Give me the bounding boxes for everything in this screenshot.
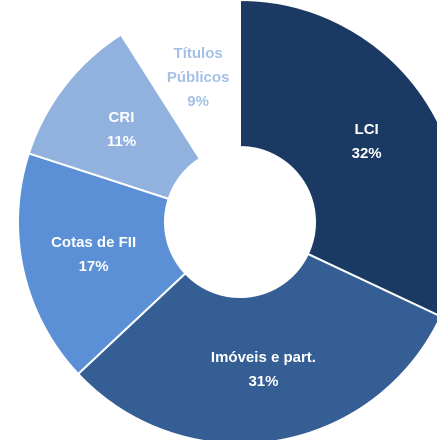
value-label: 31% <box>248 373 279 391</box>
slice <box>76 252 437 440</box>
category-label: Títulos Públicos <box>166 44 230 86</box>
value-label: 17% <box>78 257 109 275</box>
slice-label: Títulos Públicos 9% <box>143 42 253 114</box>
slice-label: Imóveis e part. 31% <box>208 346 318 394</box>
category-label: Imóveis e part. <box>210 349 316 367</box>
category-label: Cotas de FII <box>51 233 137 251</box>
slice <box>27 33 202 201</box>
slice <box>17 152 187 376</box>
slice-label: CRI 11% <box>66 106 176 154</box>
value-label: 32% <box>351 144 382 162</box>
category-label: LCI <box>354 120 379 138</box>
category-label: CRI <box>108 109 135 127</box>
slice-label: LCI 32% <box>312 118 422 166</box>
value-label: 11% <box>106 133 137 151</box>
slice <box>119 0 241 161</box>
value-label: 9% <box>187 92 209 110</box>
slice-label: Cotas de FII 17% <box>39 231 149 279</box>
slice <box>239 0 437 316</box>
